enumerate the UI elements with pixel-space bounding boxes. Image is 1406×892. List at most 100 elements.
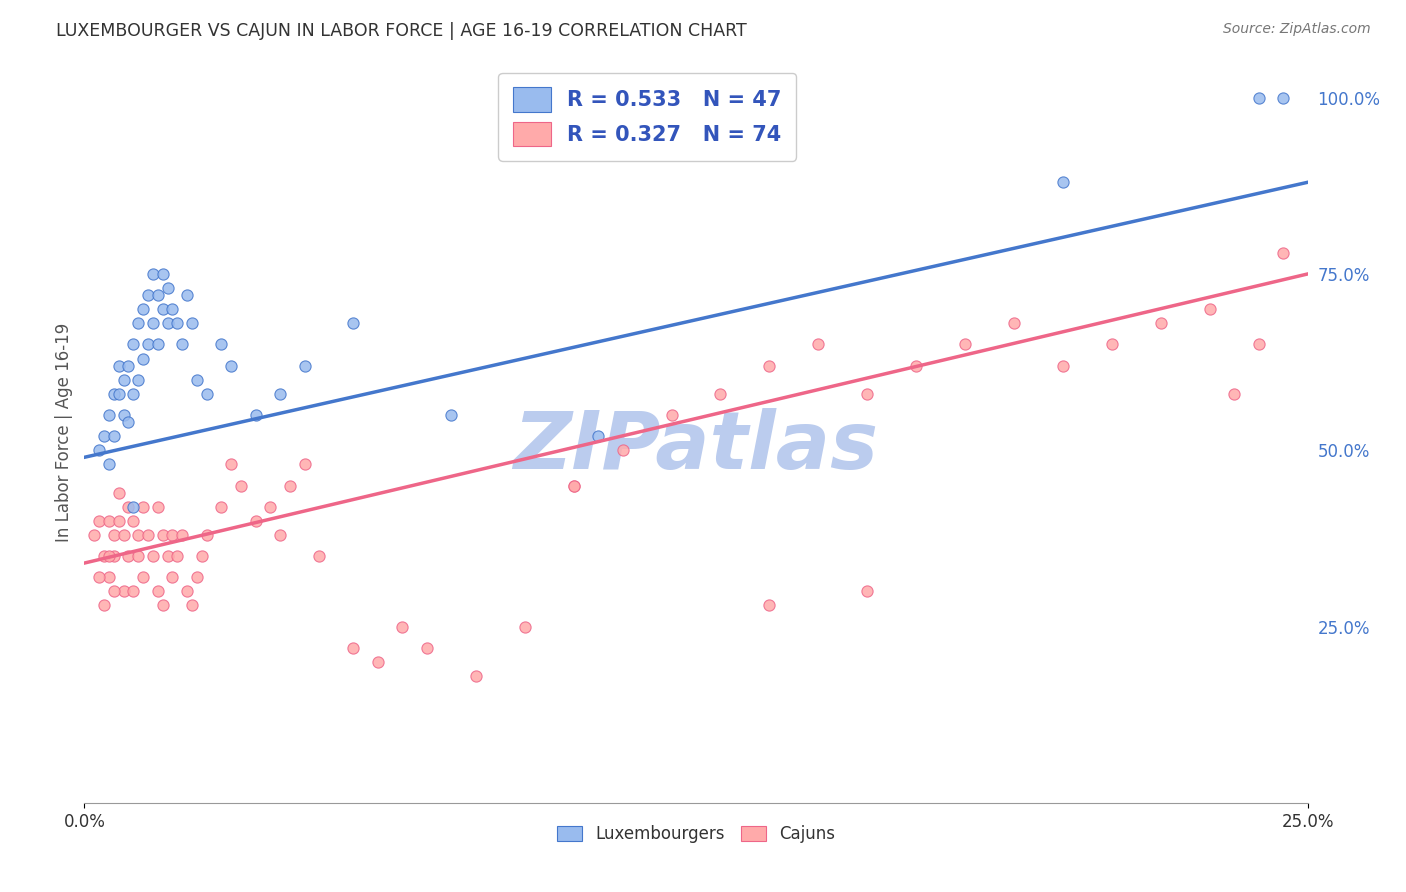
Point [112,584,135,599]
Point [97,570,120,584]
Point [152,267,174,281]
Point [103,584,125,599]
Point [856,387,879,401]
Point [612,443,634,458]
Point [156,549,179,563]
Point [209,337,232,351]
Point [166,549,188,563]
Point [162,302,184,317]
Point [416,640,439,655]
Point [1052,175,1074,189]
Point [513,619,536,633]
Point [127,549,149,563]
Point [107,387,129,401]
Point [117,359,139,373]
Point [122,387,145,401]
Point [122,584,145,599]
Point [93,549,115,563]
Point [136,337,159,351]
Point [136,528,159,542]
Point [269,528,291,542]
Point [186,373,208,387]
Point [117,415,139,429]
Point [83,528,105,542]
Point [661,408,683,422]
Point [156,281,179,295]
Point [181,599,204,613]
Point [294,458,316,472]
Point [107,514,129,528]
Point [259,500,281,514]
Point [112,408,135,422]
Point [219,359,242,373]
Point [856,584,879,599]
Point [308,549,330,563]
Point [172,528,194,542]
Point [191,549,214,563]
Point [107,485,129,500]
Point [1101,337,1123,351]
Point [953,337,976,351]
Text: LUXEMBOURGER VS CAJUN IN LABOR FORCE | AGE 16-19 CORRELATION CHART: LUXEMBOURGER VS CAJUN IN LABOR FORCE | A… [56,22,747,40]
Point [1223,387,1246,401]
Point [807,337,830,351]
Legend: Luxembourgers, Cajuns: Luxembourgers, Cajuns [550,819,842,850]
Point [342,316,364,330]
Point [87,443,110,458]
Point [269,387,291,401]
Point [112,373,135,387]
Point [219,458,242,472]
Point [1002,316,1025,330]
Point [758,359,780,373]
Point [87,570,110,584]
Point [1247,337,1270,351]
Point [132,351,155,366]
Point [152,302,174,317]
Point [93,429,115,443]
Point [122,337,145,351]
Point [152,528,174,542]
Point [122,514,145,528]
Point [117,549,139,563]
Point [152,599,174,613]
Point [146,584,169,599]
Point [195,387,218,401]
Point [176,584,198,599]
Point [127,316,149,330]
Point [181,316,204,330]
Point [440,408,463,422]
Point [103,549,125,563]
Point [156,316,179,330]
Point [142,316,165,330]
Point [172,337,194,351]
Point [464,669,486,683]
Point [1150,316,1173,330]
Point [97,514,120,528]
Point [127,373,149,387]
Point [166,316,188,330]
Point [245,514,267,528]
Point [391,619,413,633]
Point [132,500,155,514]
Point [146,500,169,514]
Point [132,570,155,584]
Point [136,288,159,302]
Point [122,500,145,514]
Point [342,640,364,655]
Point [127,528,149,542]
Point [176,288,198,302]
Point [132,302,155,317]
Point [709,387,731,401]
Point [87,514,110,528]
Text: ZIPatlas: ZIPatlas [513,409,879,486]
Point [107,359,129,373]
Point [103,387,125,401]
Point [1052,359,1074,373]
Point [195,528,218,542]
Point [758,599,780,613]
Point [146,288,169,302]
Point [209,500,232,514]
Point [1198,302,1220,317]
Point [142,267,165,281]
Point [294,359,316,373]
